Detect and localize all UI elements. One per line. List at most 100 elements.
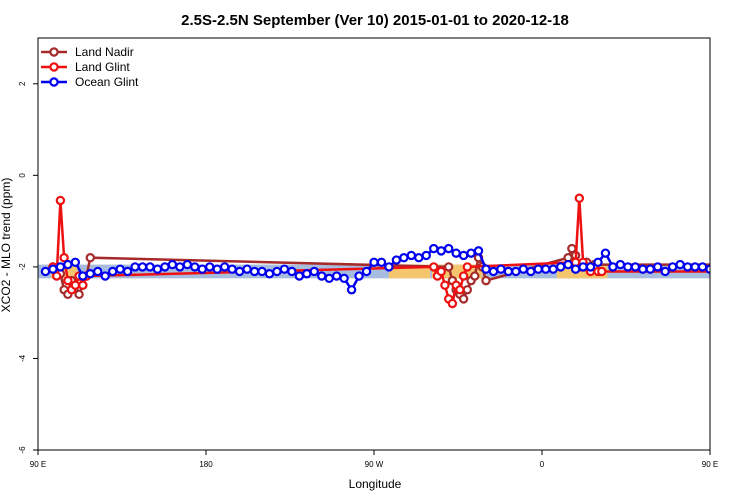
data-point-land-glint [714,268,721,275]
data-point-land-glint [55,195,66,206]
data-point-ocean-glint [563,259,573,270]
data-point-ocean-glint [93,266,103,277]
y-tick-label: -6 [18,446,27,454]
plot-frame [37,37,711,451]
data-point-ocean-glint [369,257,379,268]
data-point-ocean-glint [130,262,140,272]
data-point-land-glint [597,266,607,277]
data-point-ocean-glint [219,262,230,272]
data-point-ocean-glint [331,271,342,281]
data-point-land-glint [70,280,81,290]
data-point-ocean-glint [705,264,710,274]
data-point-ocean-glint [744,263,750,270]
data-point-ocean-glint [212,264,222,274]
data-point-ocean-glint [257,266,267,277]
data-point-ocean-glint [721,263,728,270]
data-point-ocean-glint [488,266,499,277]
data-point-ocean-glint [578,262,588,272]
data-point-ocean-glint [190,262,200,272]
data-point-ocean-glint [242,264,252,274]
data-point-ocean-glint [570,264,581,274]
data-point-ocean-glint [40,266,51,277]
data-point-ocean-glint [302,269,312,279]
data-point-ocean-glint [145,262,155,272]
data-point-land-nadir [740,272,747,279]
data-point-ocean-glint [55,262,66,272]
data-point-land-glint [447,298,458,309]
data-point-ocean-glint [85,269,95,279]
y-axis-label: XCO2 - MLO trend (ppm) [0,178,13,313]
data-point-ocean-glint [660,266,670,277]
data-point-ocean-glint [70,257,81,268]
data-point-ocean-glint [399,253,409,263]
data-point-ocean-glint [160,262,170,272]
data-point-land-glint [718,277,725,284]
chart-title: 2.5S-2.5N September (Ver 10) 2015-01-01 … [181,12,569,29]
data-point-ocean-glint [473,246,484,256]
data-point-ocean-glint [122,266,133,277]
data-point-land-glint [78,280,88,290]
data-point-ocean-glint [287,266,297,277]
data-point-ocean-glint [503,266,514,277]
data-point-ocean-glint [466,248,476,258]
data-point-land-nadir [74,289,84,300]
data-point-ocean-glint [533,264,543,274]
data-point-land-glint [736,272,743,279]
plot-area [38,193,750,309]
x-tick-label: 90 W [365,460,384,469]
data-point-ocean-glint [630,262,641,272]
data-point-ocean-glint [675,259,685,270]
data-point-ocean-glint [324,273,334,284]
data-point-ocean-glint [406,250,417,261]
data-point-ocean-glint [384,262,394,272]
data-point-ocean-glint [443,243,454,254]
data-point-ocean-glint [667,262,678,272]
legend-marker-land-glint [49,62,59,72]
data-point-land-glint [455,285,465,295]
data-point-land-glint [462,262,473,272]
data-point-land-glint [744,282,750,289]
data-point-ocean-glint [152,264,163,274]
data-point-ocean-glint [48,264,58,274]
y-tick-label: -2 [18,263,27,271]
data-point-land-glint [59,253,69,263]
data-point-ocean-glint [585,262,596,272]
data-point-ocean-glint [714,268,721,275]
data-point-land-glint [63,275,73,286]
data-point-ocean-glint [279,264,290,274]
data-point-ocean-glint [421,250,431,261]
data-point-land-glint [740,286,747,293]
data-point-ocean-glint [354,271,364,281]
data-point-ocean-glint [690,262,700,272]
y-tick-label: 0 [18,173,27,178]
data-point-ocean-glint [615,259,626,270]
data-point-land-nadir [725,272,732,279]
data-point-land-glint [725,197,732,204]
data-point-ocean-glint [518,264,529,274]
data-point-ocean-glint [249,266,260,277]
data-point-land-glint [440,280,450,290]
data-point-ocean-glint [481,264,491,274]
data-point-ocean-glint [63,259,73,270]
data-point-land-glint [51,271,62,281]
x-axis-label: Longitude [349,477,402,491]
x-tick-label: 90 E [30,460,46,469]
data-point-ocean-glint [376,257,387,268]
data-point-ocean-glint [600,248,611,258]
data-point-land-nadir [721,268,728,275]
data-point-land-nadir [733,282,740,289]
data-point-ocean-glint [496,264,506,274]
x-tick-label: 90 E [702,460,718,469]
data-point-land-glint [436,266,446,277]
data-point-ocean-glint [182,259,193,270]
data-point-ocean-glint [107,266,118,277]
data-point-ocean-glint [317,271,327,281]
data-point-ocean-glint [264,269,275,279]
data-point-ocean-glint [100,271,110,281]
data-point-ocean-glint [548,264,558,274]
data-point-land-glint [574,193,585,203]
data-point-ocean-glint [339,273,349,284]
data-point-ocean-glint [227,264,237,274]
